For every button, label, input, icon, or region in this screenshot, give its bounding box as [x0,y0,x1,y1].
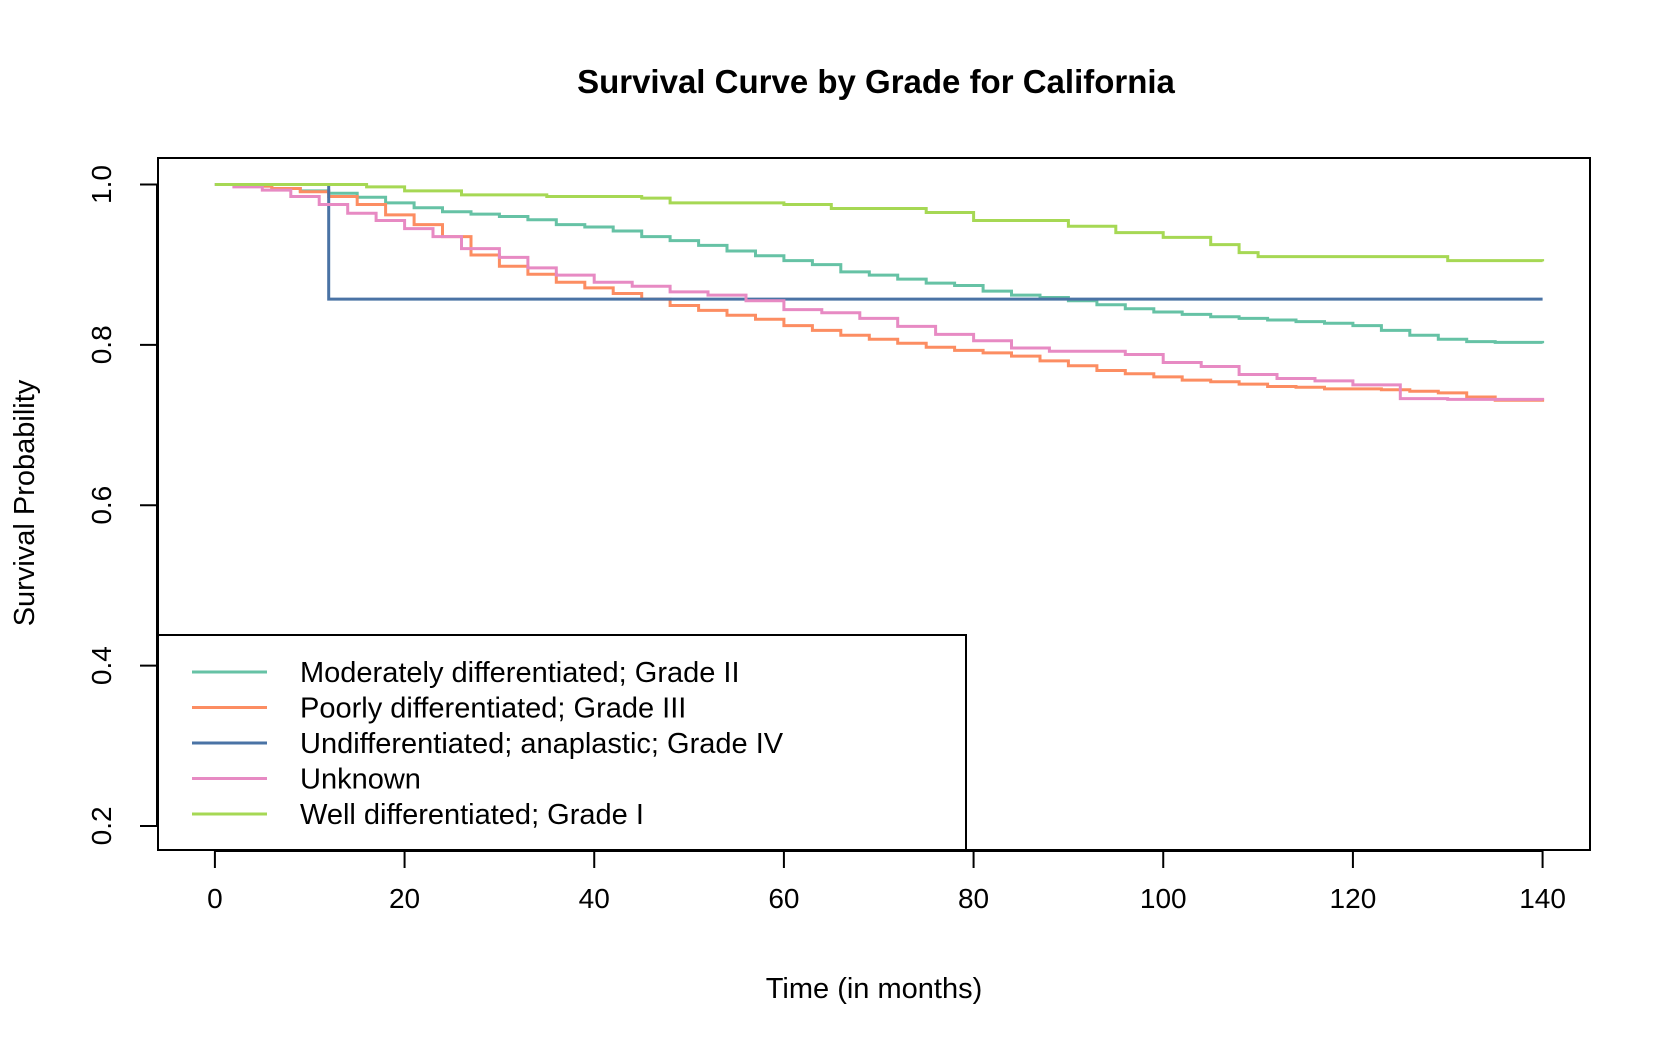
x-tick-label: 40 [579,883,610,914]
x-tick-label: 140 [1519,883,1566,914]
series-line-2 [214,183,1545,402]
y-axis: 0.2 0.4 0.6 0.8 1.0 [86,165,158,845]
y-tick-label: 0.8 [86,325,117,364]
y-tick-label: 0.4 [86,646,117,685]
legend: Moderately differentiated; Grade II Poorl… [157,634,967,851]
x-axis-label: Time (in months) [766,973,982,1005]
y-tick-label: 0.2 [86,806,117,845]
x-axis: 0 20 40 60 80 100 120 140 [207,850,1566,914]
legend-entry-label: Poorly differentiated; Grade III [300,693,686,725]
x-tick-label: 100 [1140,883,1187,914]
y-axis-label: Survival Probability [9,379,41,626]
x-tick-label: 0 [207,883,223,914]
x-tick-label: 120 [1330,883,1377,914]
series-line-1 [214,183,1545,344]
legend-entry-label: Moderately differentiated; Grade II [300,657,740,689]
legend-box [157,634,967,851]
legend-entry-label: Unknown [300,764,421,796]
series-line-4 [214,183,1545,401]
y-tick-label: 0.6 [86,486,117,525]
x-tick-label: 80 [958,883,989,914]
y-tick-label: 1.0 [86,165,117,204]
legend-entry-label: Undifferentiated; anaplastic; Grade IV [300,728,784,760]
plot-lines [214,183,1545,402]
legend-entry-label: Well differentiated; Grade I [300,799,644,831]
x-tick-label: 20 [389,883,420,914]
chart-title: Survival Curve by Grade for California [577,63,1175,100]
series-line-5 [214,183,1545,263]
x-tick-label: 60 [768,883,799,914]
